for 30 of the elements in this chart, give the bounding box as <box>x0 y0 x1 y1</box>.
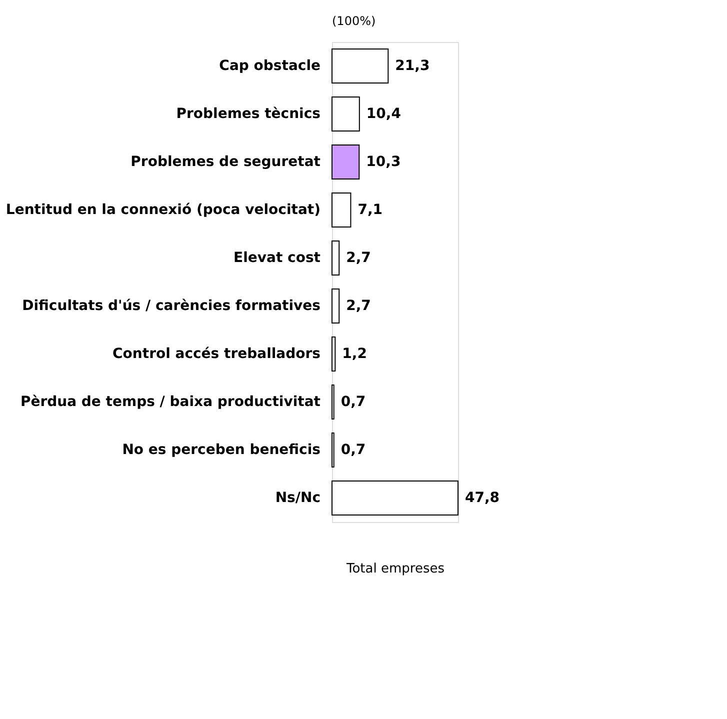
bar <box>332 192 352 228</box>
data-label: 47,8 <box>465 490 500 506</box>
data-label: 0,7 <box>340 394 366 410</box>
data-label: 2,7 <box>346 298 371 314</box>
y-tick-label: Elevat cost <box>234 250 321 266</box>
bar <box>332 480 458 516</box>
data-label: 0,7 <box>340 442 366 458</box>
y-tick-label: No es perceben beneficis <box>122 442 320 458</box>
bar <box>332 288 340 324</box>
bar <box>332 240 340 276</box>
y-tick-label: Control accés treballadors <box>112 346 320 362</box>
y-tick-label: Problemes de seguretat <box>130 154 321 170</box>
bar <box>332 96 360 132</box>
data-label: 21,3 <box>395 58 430 74</box>
y-tick-label: Problemes tècnics <box>176 106 320 122</box>
chart-title: (100%) <box>332 14 376 28</box>
bar <box>332 48 389 84</box>
data-label: 7,1 <box>358 202 383 218</box>
data-label: 10,3 <box>366 154 401 170</box>
data-label: 10,4 <box>366 106 402 122</box>
y-tick-label: Lentitud en la connexió (poca velocitat) <box>6 202 320 218</box>
bar <box>332 336 336 372</box>
y-tick-label: Ns/Nc <box>275 490 320 506</box>
y-tick-label: Cap obstacle <box>219 58 320 74</box>
data-label: 1,2 <box>342 346 367 362</box>
y-tick-label: Dificultats d'ús / carències formatives <box>22 298 320 314</box>
x-axis-title: Total empreses <box>345 562 445 576</box>
bar <box>332 144 360 180</box>
data-label: 2,7 <box>346 250 371 266</box>
y-tick-label: Pèrdua de temps / baixa productivitat <box>20 394 321 410</box>
